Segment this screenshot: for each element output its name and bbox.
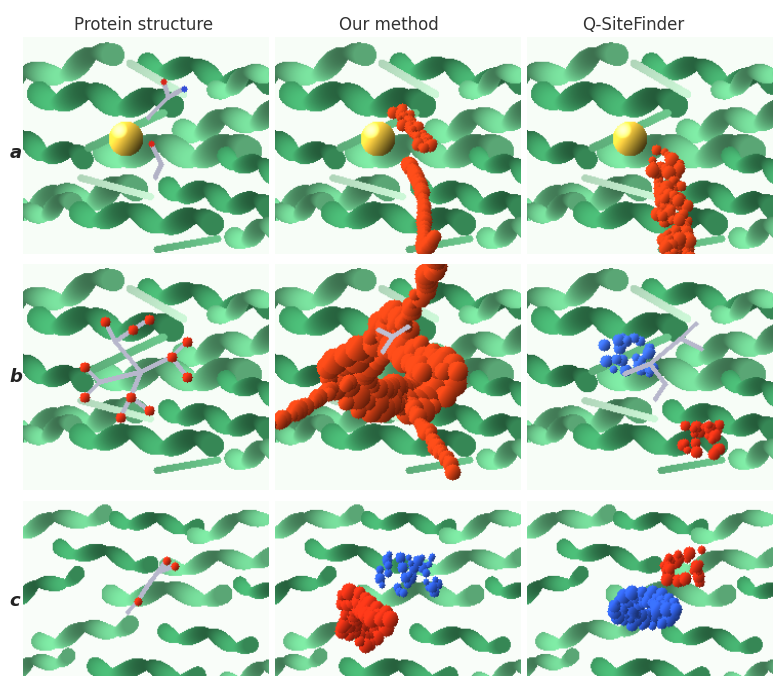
Text: Our method: Our method	[339, 16, 438, 34]
Text: Q-SiteFinder: Q-SiteFinder	[582, 16, 685, 34]
Text: Protein structure: Protein structure	[74, 16, 214, 34]
Text: a: a	[9, 144, 22, 162]
Text: c: c	[9, 592, 20, 610]
Text: b: b	[9, 368, 23, 386]
